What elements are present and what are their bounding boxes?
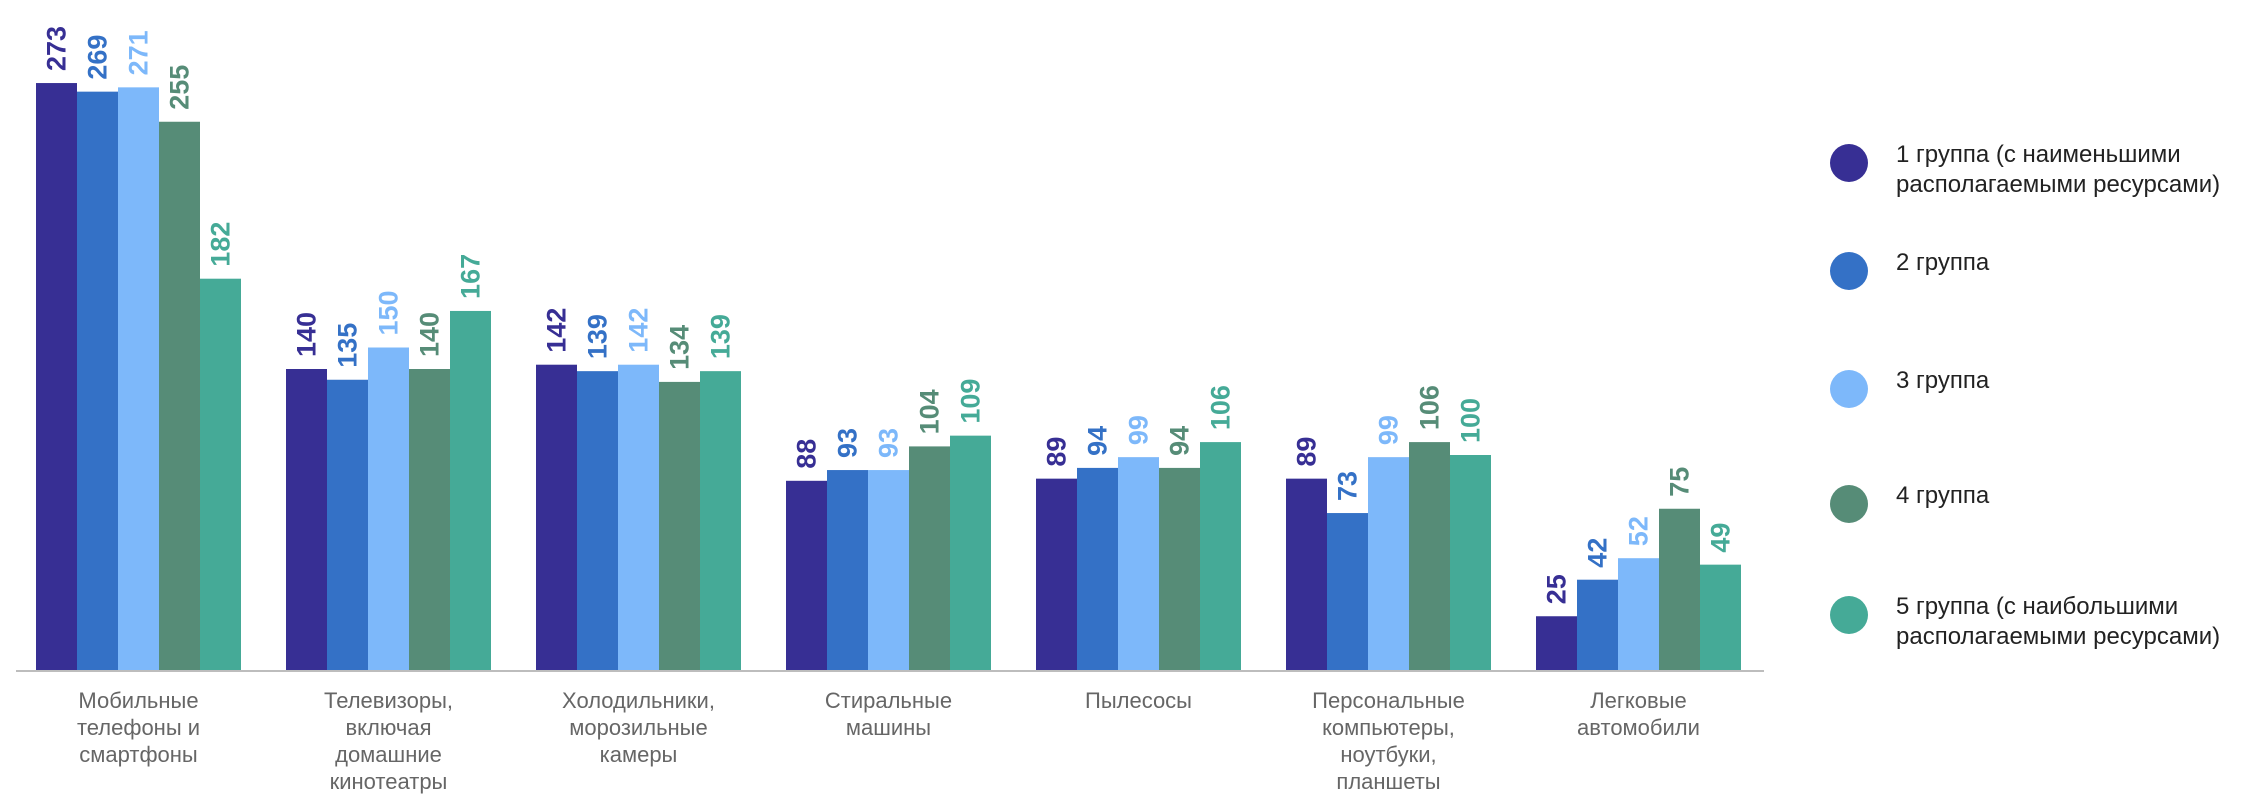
data-label-6-group-1: 89 xyxy=(1292,437,1322,467)
bar-1-group-2 xyxy=(77,91,118,670)
data-label-3-group-2: 139 xyxy=(583,314,613,359)
data-label-5-group-3: 99 xyxy=(1124,415,1154,445)
legend-swatch-group-3 xyxy=(1830,370,1868,408)
bar-5-group-3 xyxy=(1118,457,1159,670)
legend-swatch-group-1 xyxy=(1830,144,1868,182)
data-label-2-group-3: 150 xyxy=(374,290,404,335)
category-label-3: Холодильники, морозильные камеры xyxy=(562,688,715,767)
data-label-4-group-5: 109 xyxy=(956,379,986,424)
bar-5-group-2 xyxy=(1077,467,1118,670)
data-label-2-group-4: 140 xyxy=(415,312,445,357)
bar-7-group-1 xyxy=(1536,616,1577,670)
legend: 1 группа (с наименьшими располагаемыми р… xyxy=(1830,0,2260,794)
data-label-3-group-5: 139 xyxy=(706,314,736,359)
legend-item-group-4: 4 группа xyxy=(1830,481,2264,523)
data-label-1-group-4: 255 xyxy=(165,65,195,110)
data-label-2-group-2: 135 xyxy=(333,323,363,368)
bar-4-group-4 xyxy=(909,446,950,670)
category-label-7: Легковые автомобили xyxy=(1577,688,1700,740)
data-label-7-group-1: 25 xyxy=(1542,574,1572,604)
bar-1-group-5 xyxy=(200,278,241,670)
data-label-2-group-5: 167 xyxy=(456,254,486,299)
legend-item-group-3: 3 группа xyxy=(1830,366,2264,408)
data-label-7-group-3: 52 xyxy=(1624,516,1654,546)
data-label-1-group-5: 182 xyxy=(206,222,236,267)
data-label-1-group-3: 271 xyxy=(124,30,154,75)
data-label-1-group-2: 269 xyxy=(83,35,113,80)
data-label-3-group-1: 142 xyxy=(542,308,572,353)
bar-7-group-2 xyxy=(1577,579,1618,670)
bar-5-group-5 xyxy=(1200,442,1241,670)
bar-2-group-3 xyxy=(368,347,409,670)
category-label-6: Персональные компьютеры, ноутбуки, планшеты xyxy=(1312,688,1465,794)
legend-label-group-2: 2 группа xyxy=(1896,249,1990,276)
data-label-6-group-4: 106 xyxy=(1415,385,1445,430)
legend-label-group-5: 5 группа (с наибольшими располагаемыми р… xyxy=(1896,593,2221,650)
bar-4-group-3 xyxy=(868,470,909,670)
bar-2-group-2 xyxy=(327,379,368,670)
legend-item-group-1: 1 группа (с наименьшими располагаемыми р… xyxy=(1830,140,2264,200)
bar-5-group-1 xyxy=(1036,478,1077,670)
bar-3-group-2 xyxy=(577,371,618,670)
data-label-3-group-4: 134 xyxy=(665,325,695,370)
bar-7-group-5 xyxy=(1700,564,1741,670)
legend-label-group-4: 4 группа xyxy=(1896,482,1990,509)
data-label-6-group-5: 100 xyxy=(1456,398,1486,443)
category-label-1: Мобильные телефоны и смартфоны xyxy=(77,688,200,767)
legend-label-group-3: 3 группа xyxy=(1896,367,1990,394)
data-label-7-group-5: 49 xyxy=(1706,523,1736,553)
bar-chart: 273 269 271 255 182 Мобильные телефоны и смартф… xyxy=(16,26,1764,794)
data-label-6-group-3: 99 xyxy=(1374,415,1404,445)
bar-4-group-2 xyxy=(827,470,868,670)
bar-3-group-5 xyxy=(700,371,741,670)
legend-swatch-group-4 xyxy=(1830,485,1868,523)
bar-4-group-5 xyxy=(950,435,991,670)
legend-item-group-2: 2 группа xyxy=(1830,248,2264,290)
bar-3-group-1 xyxy=(536,364,577,670)
legend-label-group-1: 1 группа (с наименьшими располагаемыми р… xyxy=(1896,141,2221,198)
bar-3-group-3 xyxy=(618,364,659,670)
data-label-7-group-4: 75 xyxy=(1665,467,1695,497)
category-label-5: Пылесосы xyxy=(1085,688,1192,713)
legend-item-group-5: 5 группа (с наибольшими располагаемыми р… xyxy=(1830,592,2264,652)
bar-2-group-5 xyxy=(450,310,491,670)
data-label-2-group-1: 140 xyxy=(292,312,322,357)
data-label-5-group-5: 106 xyxy=(1206,385,1236,430)
data-label-6-group-2: 73 xyxy=(1333,471,1363,501)
data-label-4-group-1: 88 xyxy=(792,439,822,469)
data-label-1-group-1: 273 xyxy=(42,26,72,71)
bar-6-group-5 xyxy=(1450,455,1491,670)
data-label-4-group-3: 93 xyxy=(874,428,904,458)
bar-1-group-3 xyxy=(118,87,159,671)
legend-swatch-group-5 xyxy=(1830,596,1868,634)
bar-6-group-3 xyxy=(1368,457,1409,670)
data-label-7-group-2: 42 xyxy=(1583,538,1613,568)
bar-2-group-4 xyxy=(409,369,450,670)
legend-swatch-group-2 xyxy=(1830,252,1868,290)
bar-2-group-1 xyxy=(286,369,327,670)
data-label-4-group-4: 104 xyxy=(915,389,945,434)
category-label-4: Стиральные машины xyxy=(825,688,952,740)
bar-7-group-3 xyxy=(1618,558,1659,670)
bar-3-group-4 xyxy=(659,381,700,670)
bar-4-group-1 xyxy=(786,480,827,670)
data-label-5-group-1: 89 xyxy=(1042,437,1072,467)
data-label-5-group-4: 94 xyxy=(1165,426,1195,456)
bar-1-group-4 xyxy=(159,121,200,670)
data-label-5-group-2: 94 xyxy=(1083,426,1113,456)
bar-5-group-4 xyxy=(1159,467,1200,670)
data-label-4-group-2: 93 xyxy=(833,428,863,458)
bar-6-group-1 xyxy=(1286,478,1327,670)
data-label-3-group-3: 142 xyxy=(624,308,654,353)
bar-1-group-1 xyxy=(36,83,77,671)
bar-7-group-4 xyxy=(1659,508,1700,670)
category-label-2: Телевизоры, включая домашние кинотеатры xyxy=(324,688,453,794)
bar-6-group-4 xyxy=(1409,442,1450,670)
bar-6-group-2 xyxy=(1327,513,1368,670)
